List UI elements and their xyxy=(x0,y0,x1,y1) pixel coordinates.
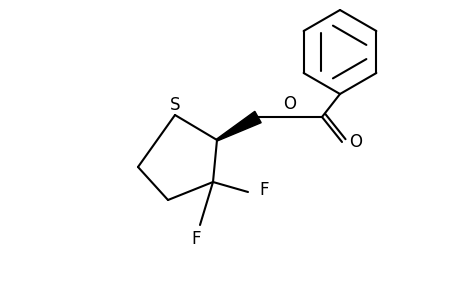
Polygon shape xyxy=(216,111,261,141)
Text: O: O xyxy=(283,95,296,113)
Text: F: F xyxy=(191,230,200,248)
Text: O: O xyxy=(349,133,362,151)
Text: F: F xyxy=(259,181,268,199)
Text: S: S xyxy=(169,96,180,114)
